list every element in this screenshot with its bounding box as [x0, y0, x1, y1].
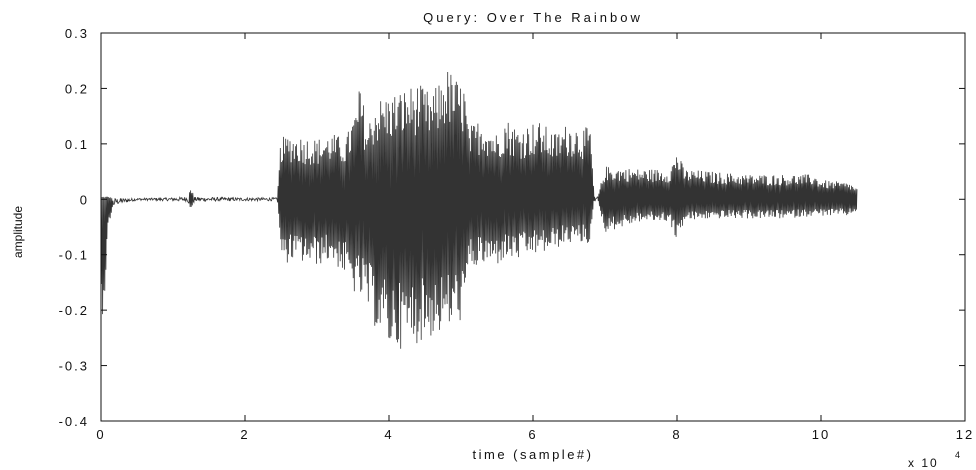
plot-frame [100, 32, 966, 422]
y-tick-label: 0 [80, 192, 89, 207]
y-axis-label: amplitude [11, 206, 25, 258]
x-axis-multiplier-base: x 10 [908, 456, 939, 470]
chart-title: Query: Over The Rainbow [423, 10, 643, 25]
y-tick-label: -0.4 [59, 414, 89, 429]
waveform-series [100, 71, 858, 349]
x-tick-label: 8 [672, 427, 681, 442]
y-tick-label: -0.1 [59, 248, 89, 263]
waveform-line [100, 71, 858, 349]
y-tick-label: 0.2 [65, 81, 89, 96]
x-tick-label: 4 [384, 427, 393, 442]
y-tick-label: 0.1 [65, 137, 89, 152]
x-tick-label: 10 [812, 427, 830, 442]
x-axis-multiplier-exponent: 4 [955, 450, 960, 460]
x-tick-label: 2 [240, 427, 249, 442]
x-axis-label: time (sample#) [473, 447, 594, 462]
y-tick-label: -0.3 [59, 359, 89, 374]
x-tick-label: 6 [528, 427, 537, 442]
x-tick-label: 0 [96, 427, 105, 442]
x-axis-multiplier: x 10 [908, 456, 939, 470]
y-tick-label: -0.2 [59, 303, 89, 318]
x-tick-label: 12 [956, 427, 974, 442]
y-tick-label: 0.3 [65, 26, 89, 41]
x-axis-ticks: 0 2 4 6 8 10 12 [96, 33, 974, 442]
y-axis-ticks: -0.4 -0.3 -0.2 -0.1 0 0.1 0.2 0.3 [59, 26, 965, 429]
